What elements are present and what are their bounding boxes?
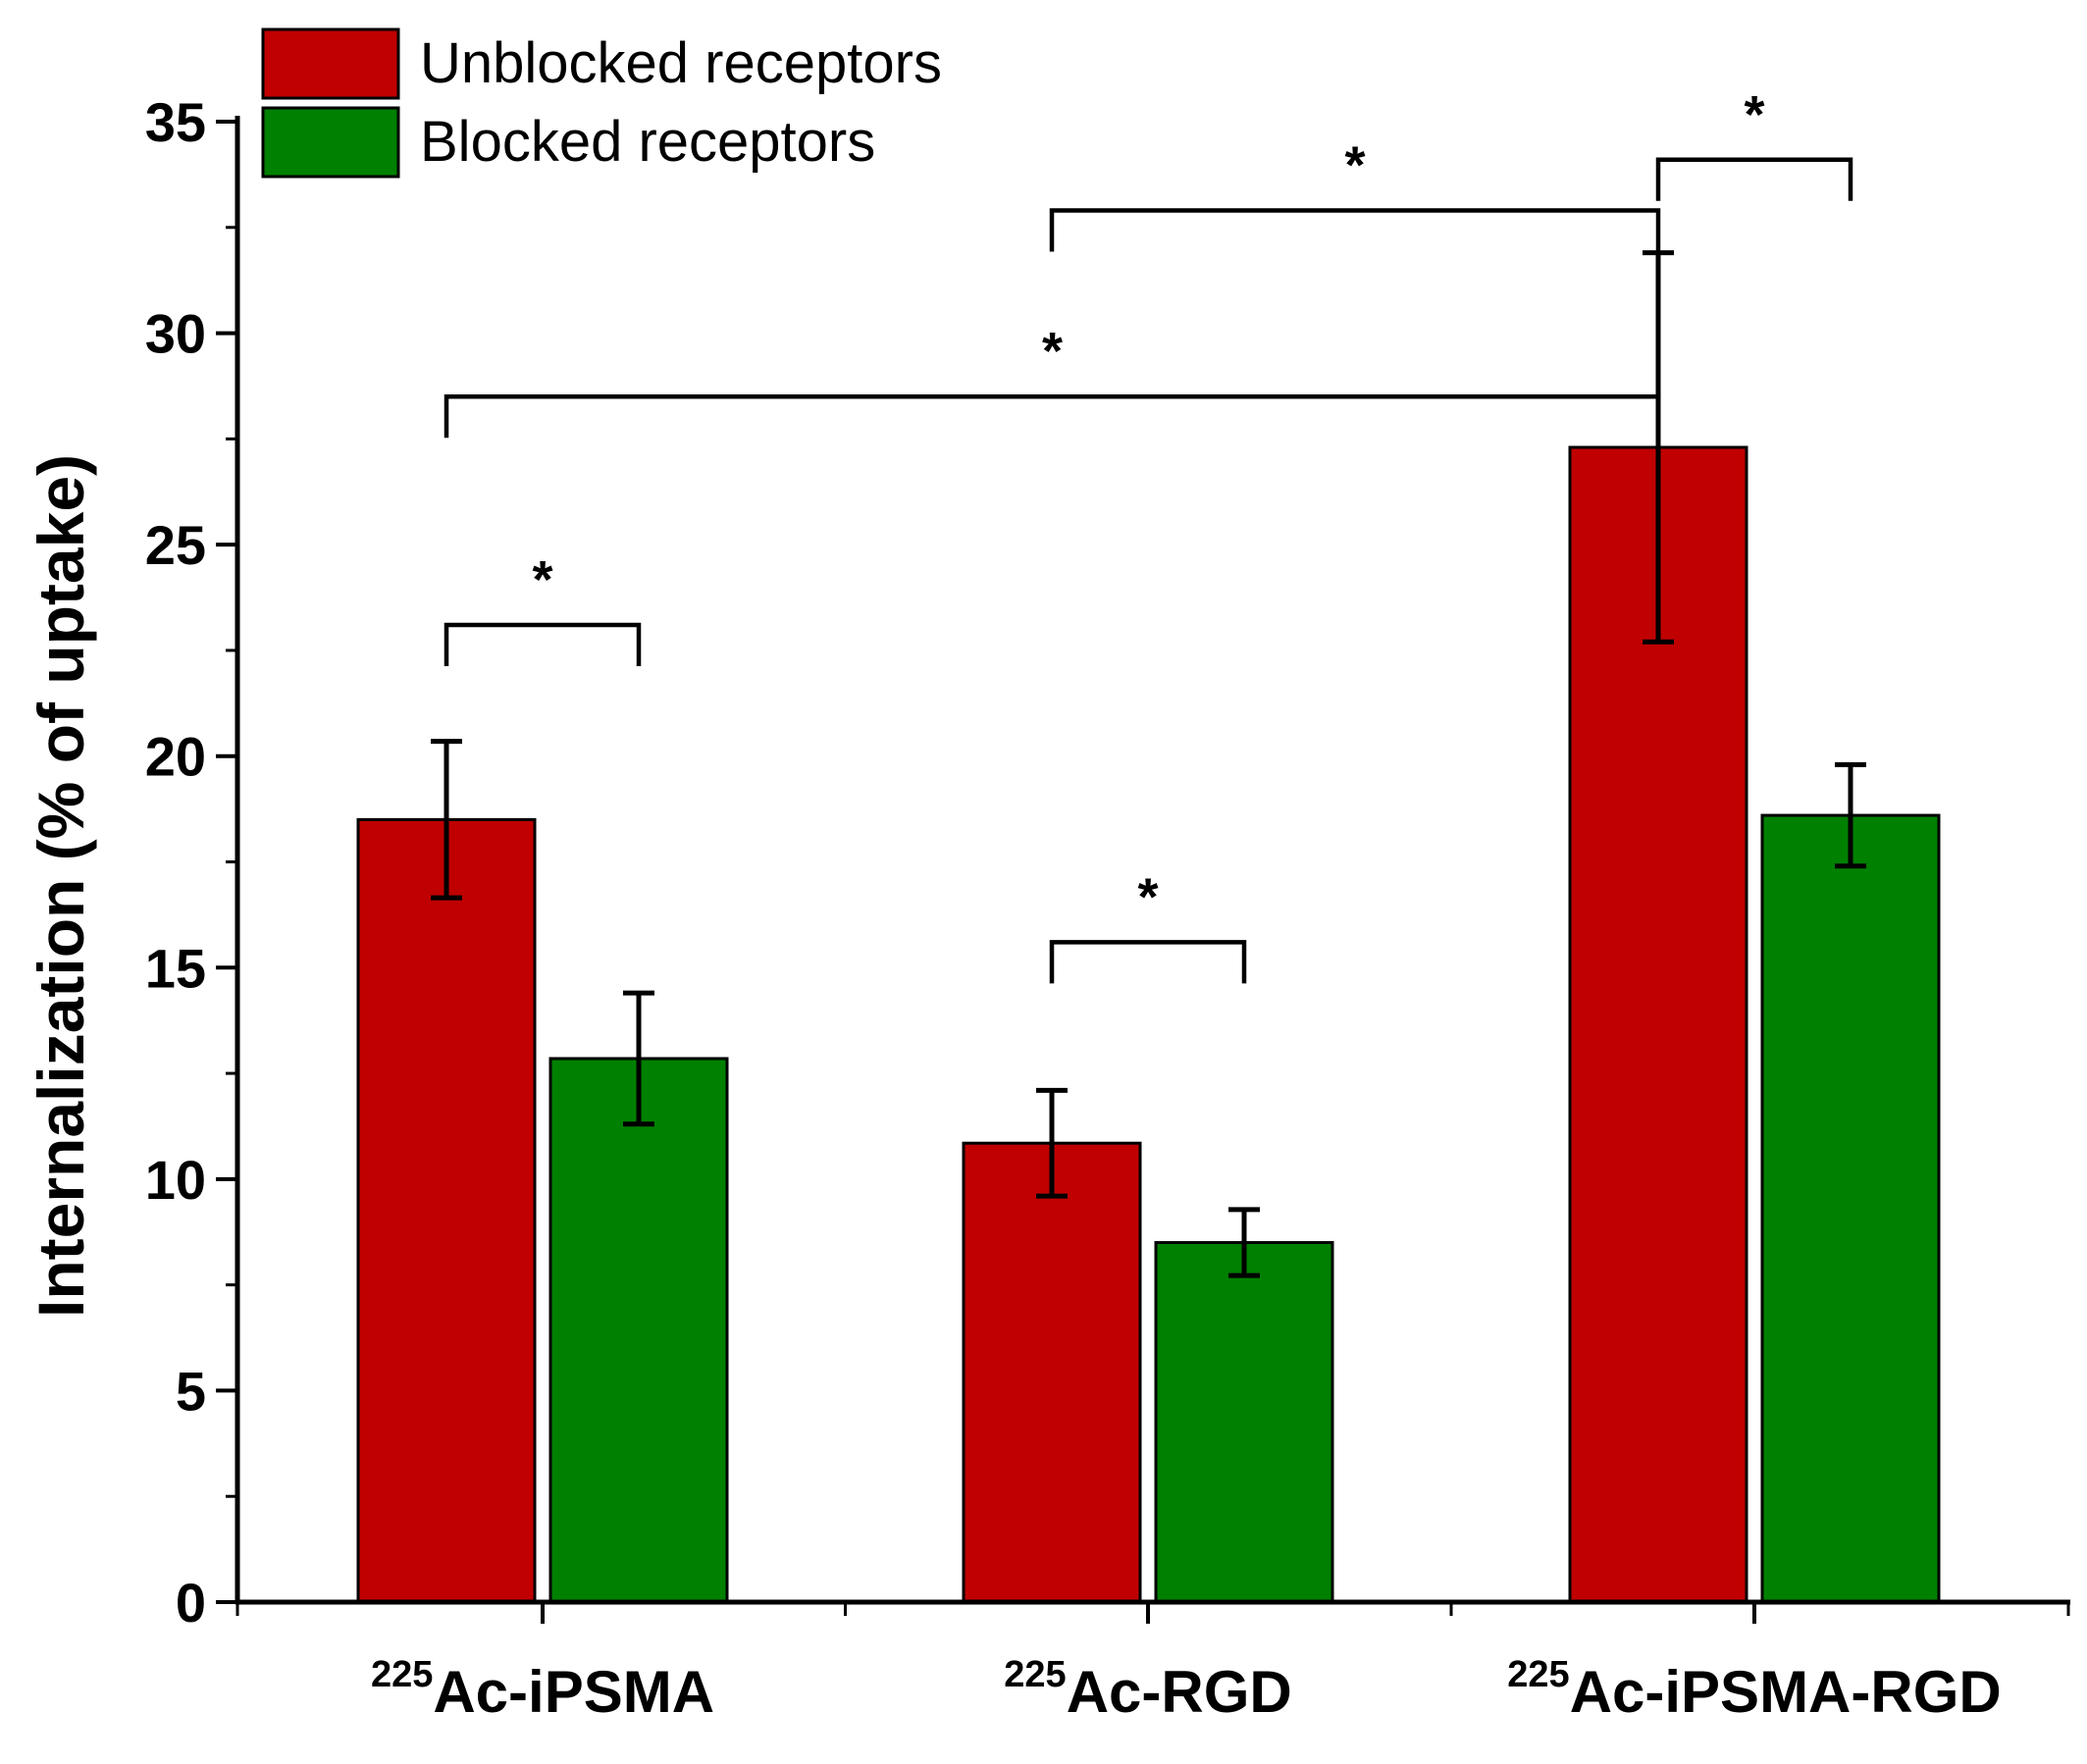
- x-tick-label-text: Ac-iPSMA: [433, 1659, 714, 1725]
- significance-bracket: [443, 393, 1661, 439]
- legend: Unblocked receptors Blocked receptors: [261, 27, 942, 179]
- significance-bracket: [443, 622, 642, 667]
- bar: [356, 817, 537, 1604]
- error-bars-group: [431, 250, 1866, 1278]
- y-tick-label: 25: [145, 514, 206, 576]
- significance-bracket: [1049, 940, 1247, 984]
- legend-swatch: [261, 27, 400, 100]
- legend-label: Unblocked receptors: [420, 31, 942, 95]
- significance-bracket: [1049, 208, 1661, 252]
- significance-star: *: [532, 550, 552, 609]
- y-tick-label: 15: [145, 937, 206, 999]
- y-tick-label: 0: [176, 1572, 206, 1634]
- bar: [548, 1057, 729, 1604]
- x-tick-label: 225Ac-iPSMA-RGD: [1507, 1654, 2001, 1725]
- significance-star: *: [1344, 136, 1365, 195]
- x-tick-label-text: Ac-RGD: [1067, 1659, 1292, 1725]
- legend-swatch: [261, 106, 400, 179]
- bar: [1760, 813, 1941, 1604]
- significance-star: *: [1744, 85, 1764, 144]
- x-tick-label: 225Ac-RGD: [1004, 1654, 1291, 1725]
- y-tick-label: 30: [145, 303, 206, 365]
- x-tick-label-superscript: 225: [1507, 1654, 1569, 1695]
- significance-bracket: [1655, 157, 1853, 201]
- significance-star: *: [1042, 322, 1063, 381]
- y-tick-label: 10: [145, 1149, 206, 1211]
- y-tick-label: 5: [176, 1360, 206, 1422]
- legend-label: Blocked receptors: [420, 110, 875, 174]
- y-tick-label: 20: [145, 726, 206, 788]
- x-tick-label-text: Ac-iPSMA-RGD: [1570, 1659, 2002, 1725]
- x-tick-label: 225Ac-iPSMA: [371, 1654, 714, 1725]
- bars-group: [356, 445, 1941, 1604]
- significance-group: * * * * *: [443, 85, 1853, 984]
- x-tick-label-superscript: 225: [371, 1654, 433, 1695]
- bar: [1154, 1241, 1334, 1604]
- bar: [962, 1141, 1142, 1604]
- significance-star: *: [1137, 867, 1158, 926]
- x-tick-label-superscript: 225: [1004, 1654, 1066, 1695]
- y-axis-title: Internalization (% of uptake): [25, 454, 97, 1318]
- y-tick-label: 35: [145, 91, 206, 153]
